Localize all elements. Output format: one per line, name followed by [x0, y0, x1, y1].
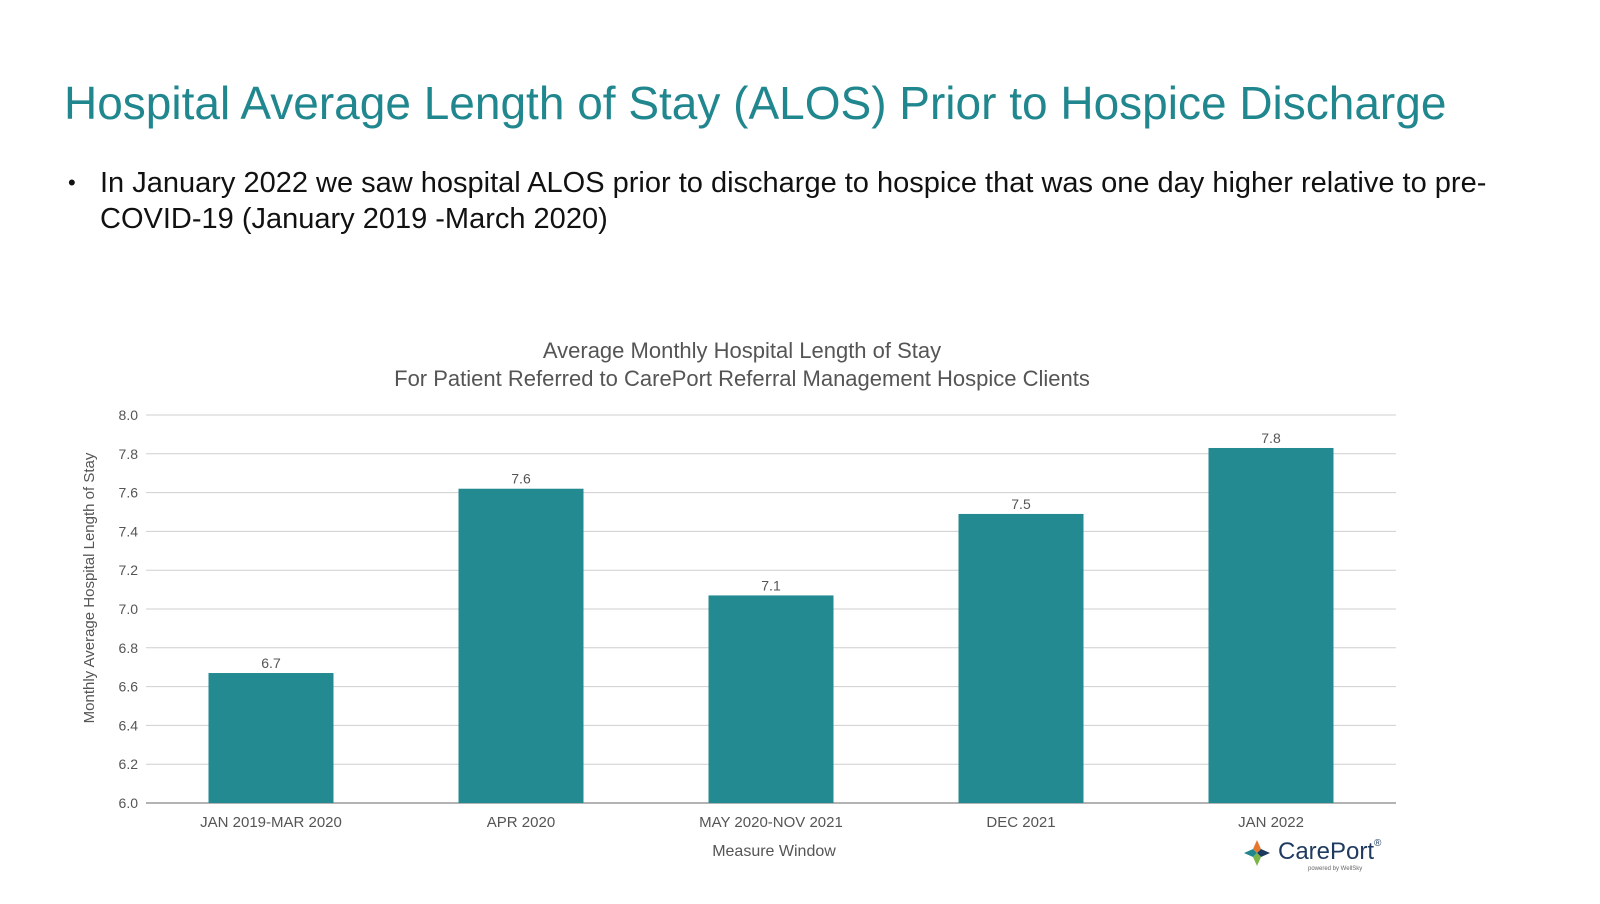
- y-tick-label: 6.8: [119, 640, 139, 656]
- y-tick-label: 7.8: [119, 446, 139, 462]
- x-axis-ticks: JAN 2019-MAR 2020 APR 2020 MAY 2020-NOV 20…: [200, 814, 1304, 831]
- chart-bars: 6.7 7.6 7.1 7.5 7.8: [208, 430, 1334, 803]
- y-tick-label: 8.0: [119, 407, 139, 423]
- careport-wordmark: CarePort®: [1278, 838, 1381, 866]
- bullet-text: In January 2022 we saw hospital ALOS pri…: [100, 167, 1487, 235]
- x-tick-label: JAN 2019-MAR 2020: [200, 814, 342, 831]
- bar-data-label: 6.7: [261, 655, 281, 671]
- x-tick-label: MAY 2020-NOV 2021: [699, 814, 843, 831]
- bar-data-label: 7.5: [1011, 496, 1031, 512]
- y-axis-ticks: 6.0 6.2 6.4 6.6 6.8 7.0 7.2 7.4 7.6 7.8 8.0: [119, 407, 139, 811]
- y-tick-label: 6.2: [119, 756, 139, 772]
- bar: [1208, 447, 1334, 803]
- bullet-item: • In January 2022 we saw hospital ALOS p…: [68, 165, 1520, 237]
- x-tick-label: APR 2020: [487, 814, 555, 831]
- bullet-list: • In January 2022 we saw hospital ALOS p…: [68, 165, 1520, 237]
- careport-name: CarePort: [1278, 838, 1375, 865]
- y-tick-label: 6.6: [119, 679, 139, 695]
- careport-tagline: powered by WellSky: [1308, 866, 1363, 872]
- careport-logo-mark-icon: [1244, 840, 1270, 866]
- x-tick-label: JAN 2022: [1238, 814, 1304, 831]
- chart-title: Average Monthly Hospital Length of Stay: [543, 338, 941, 363]
- y-tick-label: 6.0: [119, 795, 139, 811]
- chart-subtitle: For Patient Referred to CarePort Referra…: [394, 366, 1090, 391]
- y-tick-label: 7.2: [119, 562, 139, 578]
- bar-data-label: 7.8: [1261, 430, 1281, 446]
- x-axis-label: Measure Window: [712, 843, 836, 860]
- bar: [958, 513, 1084, 803]
- bar-data-label: 7.6: [511, 471, 531, 487]
- careport-logo: CarePort® powered by WellSky: [1244, 838, 1394, 882]
- bar: [458, 488, 584, 803]
- careport-trademark: ®: [1374, 838, 1382, 849]
- y-tick-label: 7.0: [119, 601, 139, 617]
- y-tick-label: 7.4: [119, 523, 139, 539]
- y-tick-label: 6.4: [119, 717, 139, 733]
- bullet-dot-icon: •: [68, 170, 76, 195]
- bar: [208, 673, 334, 803]
- x-tick-label: DEC 2021: [986, 814, 1055, 831]
- bar-data-label: 7.1: [761, 577, 781, 593]
- y-axis-label: Monthly Average Hospital Length of Stay: [81, 452, 98, 723]
- y-tick-label: 7.6: [119, 485, 139, 501]
- slide-title: Hospital Average Length of Stay (ALOS) P…: [64, 77, 1447, 129]
- bar: [708, 595, 834, 803]
